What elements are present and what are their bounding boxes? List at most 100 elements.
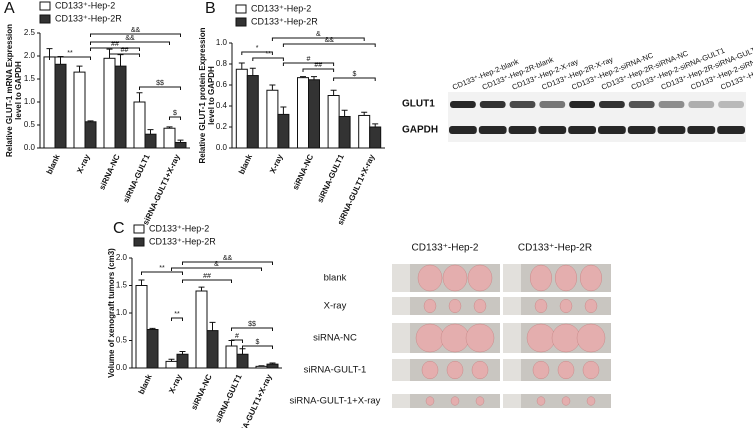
tumor (471, 360, 489, 380)
significance-label: ## (314, 62, 322, 69)
tumor (423, 299, 437, 313)
x-tick-label: blank (45, 152, 62, 175)
y-tick-label: 1.0 (24, 97, 36, 106)
tumor (584, 299, 598, 313)
bar (246, 75, 259, 149)
blot-band (627, 126, 656, 134)
tumor (557, 360, 575, 380)
photo-row-label: siRNA-GULT-1 (304, 365, 367, 376)
error-bar (311, 76, 317, 80)
significance-label: ## (203, 273, 211, 280)
photo (392, 394, 500, 408)
significance-bracket (242, 345, 273, 349)
tumor (440, 323, 470, 353)
photo-ruler (392, 264, 410, 292)
significance-bracket (282, 43, 376, 47)
significance-bracket (90, 33, 181, 37)
bar (195, 290, 208, 369)
significance-bracket (302, 68, 335, 72)
blot-band (478, 126, 507, 134)
significance-label: ** (265, 51, 271, 58)
y-tick-label: 0.0 (216, 143, 228, 152)
significance-label: $$ (248, 321, 256, 328)
blot-band (628, 101, 655, 108)
y-tick-label: 2.5 (24, 28, 36, 37)
bar (103, 57, 116, 149)
bar (277, 113, 290, 149)
bar (266, 89, 279, 149)
error-bar (87, 120, 94, 122)
x-tick-label: siRNA-GULT1 (316, 152, 346, 204)
photo-ruler (503, 264, 521, 292)
y-axis-label: level to GAPDH (207, 66, 216, 125)
legend-swatch (235, 4, 247, 14)
blot-band (688, 101, 715, 108)
blot-band (538, 126, 567, 134)
bar (43, 56, 56, 149)
photo-ruler (392, 297, 410, 315)
bar (165, 360, 178, 369)
x-tick-label: siRNA-NC (97, 153, 121, 192)
tumor (417, 264, 443, 292)
significance-bracket (252, 57, 284, 61)
y-axis-label: Volume of xenograft tumors (cm3) (107, 248, 116, 378)
photo (503, 394, 611, 408)
error-bar (239, 348, 246, 355)
legend-swatch (133, 237, 145, 247)
y-tick-label: 0.0 (24, 143, 36, 152)
significance-label: ## (111, 41, 119, 48)
error-bar (238, 62, 245, 70)
blot-band (717, 126, 745, 134)
x-tick-label: siRNA-GULT1 (121, 152, 151, 204)
tumor (536, 396, 546, 406)
significance-bracket (141, 271, 183, 275)
significance-bracket (109, 53, 140, 57)
blot-band (718, 101, 744, 108)
significance-bracket (171, 267, 262, 271)
error-bar (46, 48, 53, 57)
blot-band (599, 101, 625, 108)
error-bar (330, 89, 337, 96)
legend-swatch (39, 1, 51, 11)
significance-label: * (256, 45, 259, 52)
significance-bracket (333, 77, 376, 81)
y-axis-label: level to GAPDH (14, 61, 23, 120)
bar (308, 79, 320, 149)
photo-row-label: siRNA-NC (313, 333, 357, 344)
photo (392, 297, 500, 315)
blot-background (448, 92, 746, 142)
y-axis-label: Relative GLUT-1 mRNA Expression (5, 24, 14, 157)
error-bar (177, 139, 184, 143)
legend-swatch (39, 14, 51, 24)
error-bar (76, 65, 83, 73)
photo-ruler (503, 323, 521, 353)
legend-label: CD133⁺-Hep-2R (149, 236, 216, 246)
legend-label: CD133⁺-Hep-2 (149, 223, 209, 233)
error-bar (300, 76, 306, 78)
blot-band (449, 126, 477, 134)
error-bar (57, 55, 64, 65)
error-bar (179, 351, 186, 355)
error-bar (149, 327, 156, 330)
y-tick-label: 2.0 (116, 253, 128, 262)
tumor (534, 299, 548, 313)
photo-ruler (503, 394, 521, 408)
y-tick-label: 1.0 (116, 308, 128, 317)
significance-label: & (214, 261, 219, 268)
x-tick-label: X-ray (167, 372, 184, 394)
photo-ruler (392, 394, 410, 408)
significance-label: & (316, 31, 321, 38)
tumor (442, 264, 468, 292)
bar (255, 365, 268, 369)
error-bar (269, 362, 276, 365)
x-tick-label: siRNA-NC (189, 373, 213, 412)
x-tick-label: siRNA-GULT1 (213, 372, 243, 424)
bar (206, 330, 219, 369)
photo-row-label: X-ray (324, 301, 347, 312)
y-tick-label: 2.0 (24, 51, 36, 60)
legend-label: CD133⁺-Hep-2 (55, 0, 115, 10)
tumor (467, 264, 493, 292)
tumor (576, 323, 606, 353)
photo-row-label: siRNA-GULT-1+X-ray (290, 396, 381, 407)
error-bar (198, 286, 205, 291)
